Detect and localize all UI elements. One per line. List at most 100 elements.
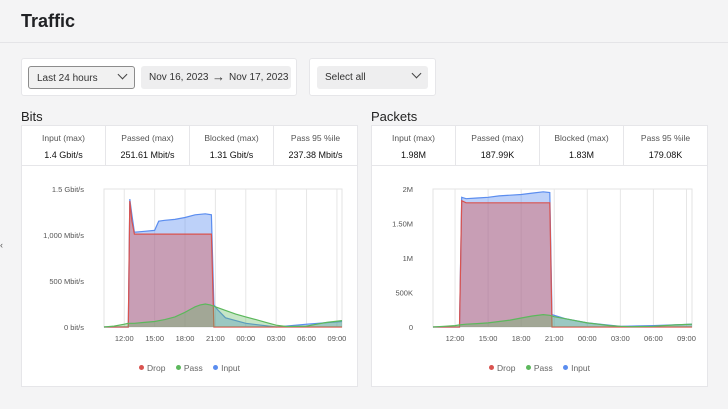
stat-value: 1.31 Gbit/s: [209, 150, 254, 160]
packets-panel: Input (max) 1.98M Passed (max) 187.99K B…: [371, 125, 708, 387]
x-tick-label: 03:00: [267, 334, 286, 343]
legend-dot-pass: [175, 365, 181, 370]
y-tick-label: 1.50M: [392, 220, 413, 229]
stat-pass-95: Pass 95 %ile 237.38 Mbit/s: [274, 126, 357, 165]
y-tick-label: 0 bit/s: [64, 323, 84, 332]
page-title: Traffic: [21, 11, 76, 31]
x-tick-label: 18:00: [176, 334, 195, 343]
x-tick-label: 09:00: [677, 334, 696, 343]
x-tick-label: 21:00: [206, 334, 225, 343]
series-area-pass: [433, 314, 692, 327]
time-range-select[interactable]: Last 24 hours: [28, 66, 135, 89]
legend-label: Drop: [147, 363, 166, 373]
stat-label: Pass 95 %ile: [290, 133, 341, 143]
x-tick-label: 15:00: [145, 334, 164, 343]
x-tick-label: 03:00: [611, 334, 630, 343]
bits-section-title: Bits: [21, 109, 43, 124]
y-tick-label: 1M: [403, 254, 413, 263]
stat-label: Blocked (max): [204, 133, 259, 143]
series-area-pass: [104, 304, 342, 327]
x-tick-label: 12:00: [446, 334, 465, 343]
chevron-down-icon: [411, 68, 422, 79]
interface-filter-box: Select all: [309, 58, 436, 96]
time-range-label: Last 24 hours: [37, 73, 98, 84]
stat-value: 1.98M: [400, 150, 426, 160]
y-tick-label: 2M: [403, 185, 413, 194]
stat-label: Passed (max): [471, 133, 524, 143]
legend-label: Input: [221, 363, 240, 373]
x-tick-label: 06:00: [644, 334, 663, 343]
legend-dot-drop: [489, 365, 494, 370]
stat-input-max: Input (max) 1.98M: [372, 126, 456, 165]
x-tick-label: 06:00: [297, 334, 316, 343]
stat-value: 1.4 Gbit/s: [44, 150, 83, 160]
series-line-drop: [104, 200, 342, 328]
stat-label: Input (max): [42, 133, 85, 143]
y-tick-label: 1.5 Gbit/s: [52, 185, 84, 194]
stat-pass-95: Pass 95 %ile 179.08K: [624, 126, 707, 165]
series-line-pass: [432, 313, 693, 328]
x-tick-label: 00:00: [578, 334, 597, 343]
legend-pass[interactable]: Pass: [175, 363, 203, 373]
stat-value: 179.08K: [648, 150, 683, 160]
x-tick-label: 12:00: [115, 334, 134, 343]
date-filter-box: Last 24 hours Nov 16, 2023 → Nov 17, 202…: [21, 58, 297, 96]
stat-label: Passed (max): [121, 133, 174, 143]
y-tick-label: 1,000 Mbit/s: [43, 231, 84, 240]
legend-pass[interactable]: Pass: [525, 363, 553, 373]
date-from: Nov 16, 2023: [149, 72, 209, 83]
bits-panel: Input (max) 1.4 Gbit/s Passed (max) 251.…: [21, 125, 358, 387]
x-tick-label: 00:00: [236, 334, 255, 343]
stat-value: 1.83M: [568, 150, 594, 160]
series-line-drop: [433, 199, 692, 328]
stat-label: Input (max): [392, 133, 435, 143]
legend-label: Pass: [183, 363, 203, 373]
x-tick-label: 18:00: [512, 334, 531, 343]
top-bar: Traffic: [0, 0, 728, 43]
legend-input[interactable]: Input: [563, 363, 590, 373]
stat-passed-max: Passed (max) 251.61 Mbit/s: [106, 126, 190, 165]
stat-passed-max: Passed (max) 187.99K: [456, 126, 540, 165]
packets-legend: Drop Pass Input: [372, 363, 707, 373]
legend-label: Pass: [533, 363, 553, 373]
packets-chart[interactable]: 12:00 15:00 18:00 21:00 00:00 03:00 06:00 09:00…: [372, 167, 707, 357]
series-line-pass: [103, 303, 343, 328]
stat-blocked-max: Blocked (max) 1.83M: [540, 126, 624, 165]
stat-value: 251.61 Mbit/s: [120, 150, 175, 160]
interface-select[interactable]: Select all: [317, 66, 428, 89]
bits-chart[interactable]: 12:00 15:00 18:00 21:00 00:00 03:00 06:00 09:00…: [22, 167, 357, 357]
interface-select-label: Select all: [325, 72, 366, 83]
series-area-input: [433, 191, 692, 327]
chevron-down-icon: [117, 69, 128, 80]
y-tick-label: 0: [409, 323, 413, 332]
stat-label: Pass 95 %ile: [640, 133, 691, 143]
collapse-handle-icon[interactable]: ‹: [0, 240, 3, 250]
series-area-drop: [433, 200, 692, 327]
arrow-right-icon: →: [212, 69, 225, 84]
stat-blocked-max: Blocked (max) 1.31 Gbit/s: [190, 126, 274, 165]
series-line-input: [104, 199, 343, 328]
legend-drop[interactable]: Drop: [489, 363, 515, 373]
bits-stats: Input (max) 1.4 Gbit/s Passed (max) 251.…: [22, 126, 357, 166]
legend-dot-pass: [525, 365, 531, 370]
x-tick-label: 09:00: [328, 334, 347, 343]
y-tick-label: 500 Mbit/s: [49, 277, 84, 286]
legend-label: Drop: [497, 363, 516, 373]
packets-stats: Input (max) 1.98M Passed (max) 187.99K B…: [372, 126, 707, 166]
legend-input[interactable]: Input: [213, 363, 240, 373]
legend-dot-drop: [139, 365, 144, 370]
legend-dot-input: [563, 365, 569, 370]
series-area-input: [104, 199, 342, 327]
stat-input-max: Input (max) 1.4 Gbit/s: [22, 126, 106, 165]
bits-legend: Drop Pass Input: [22, 363, 357, 373]
date-range-picker[interactable]: Nov 16, 2023 → Nov 17, 2023: [141, 66, 291, 89]
date-to: Nov 17, 2023: [229, 72, 289, 83]
x-tick-label: 21:00: [545, 334, 564, 343]
stat-value: 237.38 Mbit/s: [288, 150, 343, 160]
legend-drop[interactable]: Drop: [139, 363, 165, 373]
x-tick-label: 15:00: [479, 334, 498, 343]
legend-dot-input: [213, 365, 219, 370]
packets-section-title: Packets: [371, 109, 418, 124]
stat-label: Blocked (max): [554, 133, 609, 143]
y-tick-label: 500K: [395, 289, 413, 298]
